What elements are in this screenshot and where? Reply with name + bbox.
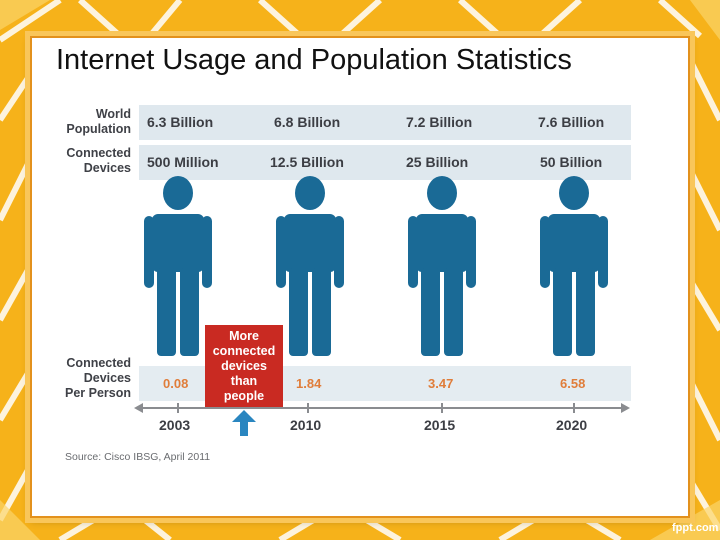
- timeline-axis: [134, 403, 630, 413]
- per-person-value: 1.84: [296, 376, 322, 391]
- devices-band: [139, 145, 631, 180]
- connected-devices-label: Connected Devices: [66, 146, 131, 175]
- per-person-value: 6.58: [560, 376, 586, 391]
- population-value: 6.8 Billion: [274, 114, 341, 130]
- population-value: 6.3 Billion: [147, 114, 214, 130]
- devices-value: 12.5 Billion: [270, 154, 344, 170]
- person-icon: [276, 176, 344, 356]
- population-value: 7.6 Billion: [538, 114, 605, 130]
- year-label: 2010: [290, 417, 322, 433]
- person-icon: [408, 176, 476, 356]
- per-person-value: 3.47: [428, 376, 454, 391]
- year-label: 2015: [424, 417, 456, 433]
- year-label: 2020: [556, 417, 588, 433]
- person-icon: [144, 176, 212, 356]
- population-band: [139, 105, 631, 140]
- up-arrow-icon: [232, 410, 256, 436]
- brand-watermark: fppt.com: [672, 522, 719, 534]
- world-population-label: World Population: [66, 107, 131, 136]
- per-person-label: Connected Devices Per Person: [64, 356, 131, 400]
- source-note: Source: Cisco IBSG, April 2011: [65, 451, 211, 463]
- devices-value: 500 Million: [147, 154, 219, 170]
- callout-box: More connected devices than people: [205, 325, 283, 407]
- population-value: 7.2 Billion: [406, 114, 473, 130]
- devices-value: 25 Billion: [406, 154, 469, 170]
- slide-title: Internet Usage and Population Statistics: [56, 44, 572, 76]
- callout-text: More connected devices than people: [212, 329, 276, 403]
- person-icon: [540, 176, 608, 356]
- year-label: 2003: [159, 417, 191, 433]
- per-person-value: 0.08: [163, 376, 189, 391]
- devices-value: 50 Billion: [540, 154, 603, 170]
